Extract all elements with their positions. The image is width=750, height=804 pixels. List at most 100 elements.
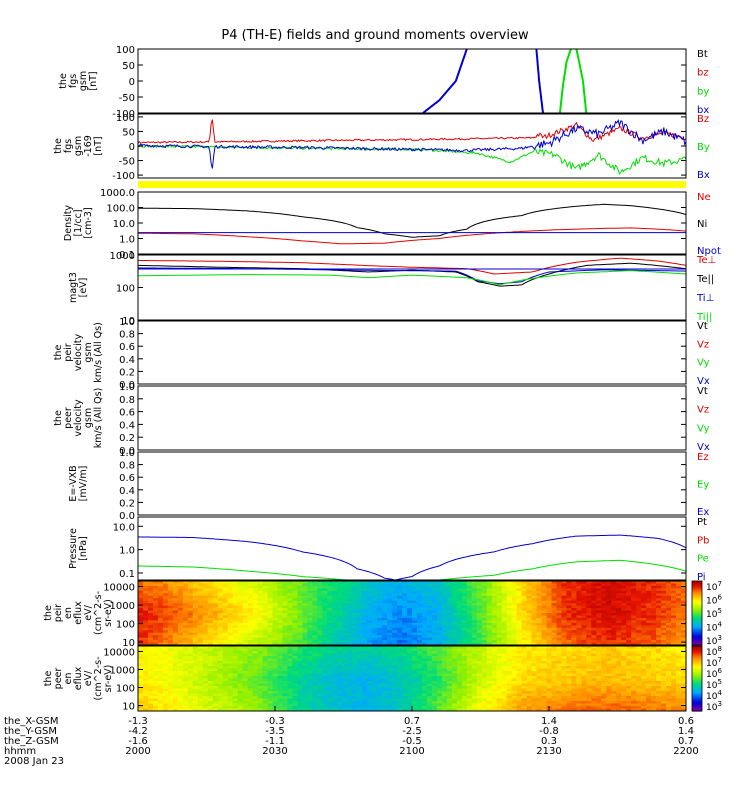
y-tick-label: 1.0 bbox=[119, 235, 135, 246]
colorbar-label: 105 bbox=[706, 607, 722, 620]
spectrogram bbox=[138, 581, 687, 646]
legend-label: Vz bbox=[697, 339, 709, 350]
panel-frame bbox=[138, 192, 686, 254]
legend-label: Bz bbox=[697, 114, 709, 125]
legend-label: Ez bbox=[697, 452, 709, 463]
y-tick-label: 0.0 bbox=[119, 511, 135, 522]
legend-label: Ne bbox=[697, 192, 711, 203]
legend-label: by bbox=[697, 86, 709, 97]
colorbar-label: 106 bbox=[706, 594, 722, 607]
y-tick-label: 0.1 bbox=[119, 569, 135, 580]
y-axis-label: E=-VXB[mV/m] bbox=[68, 465, 89, 501]
colorbar-label: 107 bbox=[706, 580, 722, 593]
legend-label: Vt bbox=[697, 321, 708, 332]
y-tick-label: 10.0 bbox=[113, 219, 135, 230]
panel-frame bbox=[138, 452, 686, 515]
y-tick-label: 1000.0 bbox=[100, 188, 135, 199]
legend-label: Ey bbox=[697, 480, 709, 491]
y-tick-label: 50 bbox=[122, 127, 135, 138]
legend-label: Pe bbox=[697, 554, 709, 565]
y-axis-label-word: [eV] bbox=[78, 278, 89, 298]
y-tick-label: 10.0 bbox=[113, 522, 135, 533]
y-tick-label: 0.8 bbox=[119, 461, 135, 472]
y-tick-label: 1000 bbox=[110, 251, 135, 262]
y-tick-label: 0.6 bbox=[119, 408, 135, 419]
legend-label: Vz bbox=[697, 405, 709, 416]
y-tick-label: 0.2 bbox=[119, 498, 135, 509]
y-tick-label: 100 bbox=[116, 113, 135, 124]
panel-frame bbox=[138, 517, 686, 580]
y-tick-label: 0.2 bbox=[119, 433, 135, 444]
y-tick-label: 1.0 bbox=[119, 382, 135, 393]
series-ti-line bbox=[138, 268, 686, 284]
y-tick-label: 0.6 bbox=[119, 342, 135, 353]
y-tick-label: 0.4 bbox=[119, 355, 135, 366]
panel-frame bbox=[138, 386, 686, 450]
y-axis-label-word: [nPa] bbox=[78, 536, 89, 561]
y-axis-label: Density[1/cc][cm-3] bbox=[63, 205, 94, 241]
y-axis-label-word: km/s (All Qs) bbox=[93, 388, 104, 449]
y-tick-label: 1.0 bbox=[119, 448, 135, 459]
series-ne-line bbox=[138, 228, 686, 244]
y-tick-label: 100 bbox=[116, 284, 135, 295]
legend-label: Pt bbox=[697, 517, 707, 528]
y-tick-label: 0.4 bbox=[119, 486, 135, 497]
legend-label: Pb bbox=[697, 535, 709, 546]
series-bx-line bbox=[138, 120, 686, 168]
y-tick-label: 1.0 bbox=[119, 317, 135, 328]
legend-label: Ti⊥ bbox=[696, 293, 714, 304]
series-ti-line bbox=[138, 271, 686, 285]
y-tick-label: -50 bbox=[119, 93, 135, 104]
legend-label: Te⊥ bbox=[696, 255, 716, 266]
y-tick-label: 0 bbox=[129, 77, 135, 88]
series-bx-line bbox=[536, 49, 543, 113]
y-axis-label: magt3[eV] bbox=[68, 272, 89, 303]
series-pi-line bbox=[138, 535, 686, 580]
y-tick-label: 100 bbox=[116, 45, 135, 56]
legend-label: Vy bbox=[697, 358, 710, 369]
series-by-line bbox=[576, 49, 586, 113]
y-tick-label: 50 bbox=[122, 61, 135, 72]
y-tick-label: 0.2 bbox=[119, 367, 135, 378]
y-axis-label-word: sr-eV) bbox=[103, 599, 114, 627]
y-tick-label: 100 bbox=[116, 620, 135, 631]
y-axis-label-word: [cm-3] bbox=[83, 207, 94, 238]
legend-label: Bx bbox=[697, 170, 710, 181]
y-axis-label-word: km/s (All Qs) bbox=[93, 322, 104, 383]
y-tick-label: 100.0 bbox=[106, 204, 135, 215]
y-tick-label: 0.8 bbox=[119, 395, 135, 406]
y-axis-label-word: [nT] bbox=[93, 136, 104, 155]
spectrogram bbox=[138, 646, 687, 712]
panel-density: 1000.0100.010.01.00.1Density[1/cc][cm-3]… bbox=[63, 188, 721, 261]
panel-frame bbox=[138, 49, 686, 113]
panel-frame bbox=[138, 321, 686, 384]
legend-label: Bt bbox=[697, 49, 708, 60]
y-tick-label: 0.8 bbox=[119, 330, 135, 341]
series-bx-line bbox=[423, 49, 467, 113]
y-tick-label: 10000 bbox=[103, 583, 135, 594]
legend-label: Ni bbox=[697, 219, 707, 230]
colorbar-label: 104 bbox=[706, 621, 722, 634]
y-tick-label: -50 bbox=[119, 157, 135, 168]
y-axis-label-word: [nT] bbox=[88, 71, 99, 90]
y-tick-label: 0.4 bbox=[119, 420, 135, 431]
y-tick-label: 0 bbox=[129, 142, 135, 153]
y-tick-label: -100 bbox=[112, 171, 135, 182]
legend-label: By bbox=[697, 142, 710, 153]
